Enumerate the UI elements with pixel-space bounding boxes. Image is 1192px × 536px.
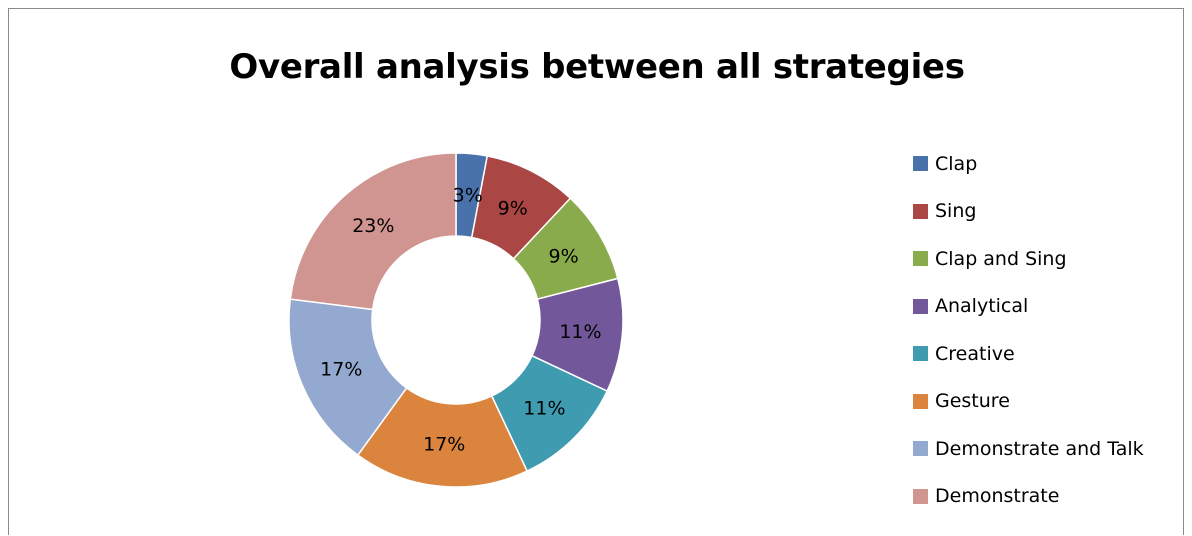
- legend-item-sing: Sing: [913, 188, 1144, 236]
- data-label-clap-and-sing: 9%: [549, 245, 579, 267]
- legend-item-analytical: Analytical: [913, 283, 1144, 331]
- chart-title: Overall analysis between all strategies: [229, 47, 965, 87]
- data-label-gesture: 17%: [423, 433, 465, 455]
- legend-item-clap: Clap: [913, 140, 1144, 188]
- legend-item-clap-and-sing: Clap and Sing: [913, 235, 1144, 283]
- slice-gesture: [356, 386, 529, 488]
- legend-item-creative: Creative: [913, 330, 1144, 378]
- legend-label: Clap and Sing: [935, 247, 1067, 270]
- data-label-creative: 11%: [523, 397, 565, 419]
- chart-area: Overall analysis between all strategies …: [8, 8, 1184, 535]
- legend-swatch: [913, 488, 928, 504]
- donut-chart: 3% 9% 9% 11% 11% 17% 17% 23%: [288, 152, 624, 488]
- legend-label: Analytical: [935, 295, 1029, 318]
- legend-swatch: [913, 156, 928, 172]
- legend-item-demonstrate: Demonstrate: [913, 473, 1144, 521]
- data-label-analytical: 11%: [559, 321, 601, 343]
- legend-swatch: [913, 298, 928, 314]
- legend-swatch: [913, 393, 928, 409]
- legend-item-gesture: Gesture: [913, 378, 1144, 426]
- slice-demonstrate: [289, 152, 457, 311]
- slice-demonstrate-and-talk: [288, 298, 408, 457]
- legend-label: Gesture: [935, 390, 1010, 413]
- legend-label: Demonstrate and Talk: [935, 437, 1144, 460]
- legend-label: Sing: [935, 200, 977, 223]
- legend-label: Clap: [935, 152, 978, 175]
- data-label-sing: 9%: [498, 198, 528, 220]
- legend-label: Creative: [935, 342, 1015, 365]
- legend-item-demonstrate-and-talk: Demonstrate and Talk: [913, 425, 1144, 473]
- chart-legend: Clap Sing Clap and Sing Analytical Creative G…: [913, 140, 1144, 520]
- legend-label: Demonstrate: [935, 485, 1060, 508]
- legend-swatch: [913, 251, 928, 267]
- legend-swatch: [913, 441, 928, 457]
- legend-swatch: [913, 203, 928, 219]
- data-label-demonstrate-and-talk: 17%: [320, 359, 362, 381]
- legend-swatch: [913, 346, 928, 362]
- data-label-clap: 3%: [453, 185, 483, 207]
- data-label-demonstrate: 23%: [352, 215, 394, 237]
